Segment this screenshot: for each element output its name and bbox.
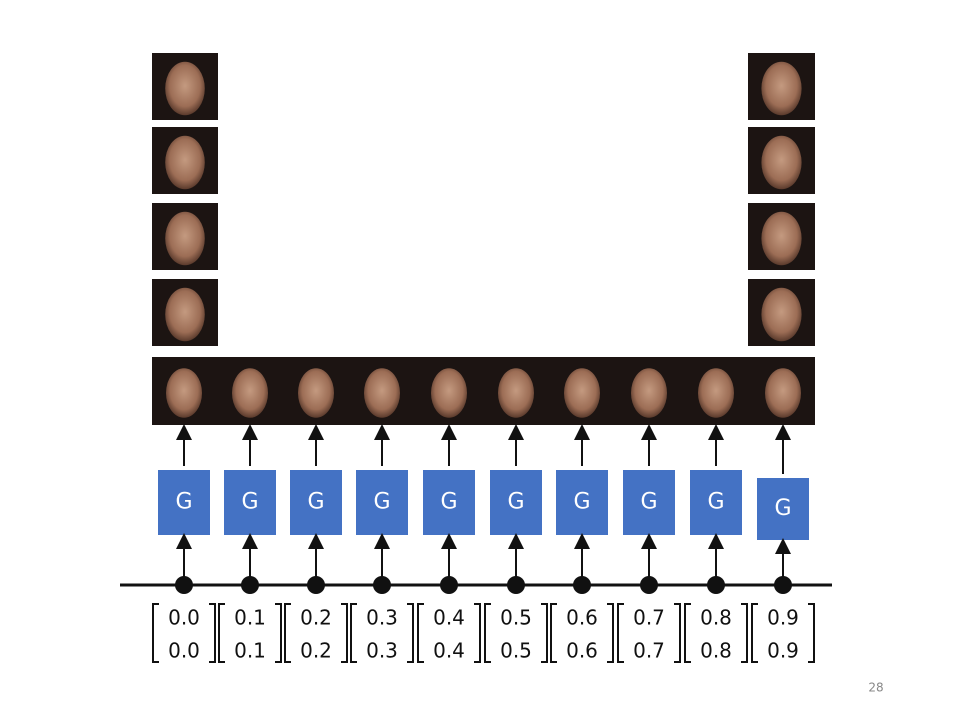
face bbox=[165, 135, 205, 190]
generator-label: G bbox=[241, 490, 258, 515]
vector-value: 0.7 bbox=[633, 606, 665, 630]
face bbox=[165, 61, 205, 116]
vector-value: 0.2 bbox=[300, 639, 332, 663]
vector-value: 0.1 bbox=[234, 639, 266, 663]
bracket bbox=[350, 603, 357, 663]
face bbox=[761, 61, 802, 116]
generator-label: G bbox=[707, 490, 724, 515]
latent-point bbox=[307, 576, 325, 594]
vector-value: 0.9 bbox=[767, 639, 799, 663]
bracket bbox=[808, 603, 815, 663]
generator-box bbox=[490, 470, 542, 535]
bracket bbox=[617, 603, 624, 663]
bracket bbox=[275, 603, 282, 663]
vector-value: 0.8 bbox=[700, 639, 732, 663]
bracket bbox=[218, 603, 225, 663]
face bbox=[165, 211, 205, 266]
generator-label: G bbox=[307, 490, 324, 515]
generator-label: G bbox=[774, 496, 791, 521]
vector-value: 0.5 bbox=[500, 639, 532, 663]
vector-value: 0.4 bbox=[433, 606, 465, 630]
generator-box bbox=[556, 470, 608, 535]
latent-point bbox=[440, 576, 458, 594]
vector-value: 0.5 bbox=[500, 606, 532, 630]
face bbox=[698, 368, 734, 418]
face bbox=[165, 287, 205, 342]
generator-box bbox=[158, 470, 210, 535]
bracket bbox=[751, 603, 758, 663]
bracket bbox=[417, 603, 424, 663]
face bbox=[166, 368, 202, 418]
bracket bbox=[484, 603, 491, 663]
generator-label: G bbox=[440, 490, 457, 515]
vector-value: 0.2 bbox=[300, 606, 332, 630]
face bbox=[298, 368, 334, 418]
generator-label: G bbox=[640, 490, 657, 515]
bracket bbox=[684, 603, 691, 663]
face bbox=[364, 368, 400, 418]
latent-point bbox=[707, 576, 725, 594]
vector-value: 0.3 bbox=[366, 606, 398, 630]
face bbox=[564, 368, 600, 418]
vector-value: 0.4 bbox=[433, 639, 465, 663]
latent-point bbox=[373, 576, 391, 594]
vector-value: 0.7 bbox=[633, 639, 665, 663]
vector-value: 0.6 bbox=[566, 606, 598, 630]
bracket bbox=[550, 603, 557, 663]
bracket bbox=[741, 603, 748, 663]
bracket bbox=[341, 603, 348, 663]
latent-point bbox=[507, 576, 525, 594]
face bbox=[761, 287, 802, 342]
vector-value: 0.8 bbox=[700, 606, 732, 630]
face bbox=[631, 368, 667, 418]
latent-point bbox=[640, 576, 658, 594]
generator-label: G bbox=[175, 490, 192, 515]
generator-box bbox=[290, 470, 342, 535]
generator-box bbox=[423, 470, 475, 535]
bracket bbox=[674, 603, 681, 663]
face bbox=[232, 368, 268, 418]
face bbox=[765, 368, 801, 418]
generator-box bbox=[757, 478, 809, 540]
bracket bbox=[284, 603, 291, 663]
face bbox=[761, 211, 802, 266]
bracket bbox=[209, 603, 216, 663]
bracket bbox=[541, 603, 548, 663]
vector-value: 0.1 bbox=[234, 606, 266, 630]
vector-value: 0.3 bbox=[366, 639, 398, 663]
generator-label: G bbox=[373, 490, 390, 515]
vector-value: 0.9 bbox=[767, 606, 799, 630]
latent-point bbox=[241, 576, 259, 594]
bracket bbox=[407, 603, 414, 663]
face bbox=[431, 368, 467, 418]
generator-box bbox=[623, 470, 675, 535]
vector-value: 0.0 bbox=[168, 639, 200, 663]
generator-box bbox=[224, 470, 276, 535]
bracket bbox=[152, 603, 159, 663]
generator-box bbox=[356, 470, 408, 535]
generator-label: G bbox=[507, 490, 524, 515]
latent-point bbox=[774, 576, 792, 594]
vector-value: 0.6 bbox=[566, 639, 598, 663]
bracket bbox=[474, 603, 481, 663]
latent-point bbox=[573, 576, 591, 594]
generator-box bbox=[690, 470, 742, 535]
page-number: 28 bbox=[868, 681, 883, 695]
bracket bbox=[607, 603, 614, 663]
generator-label: G bbox=[573, 490, 590, 515]
face bbox=[761, 135, 802, 190]
latent-point bbox=[175, 576, 193, 594]
vector-value: 0.0 bbox=[168, 606, 200, 630]
face bbox=[498, 368, 534, 418]
